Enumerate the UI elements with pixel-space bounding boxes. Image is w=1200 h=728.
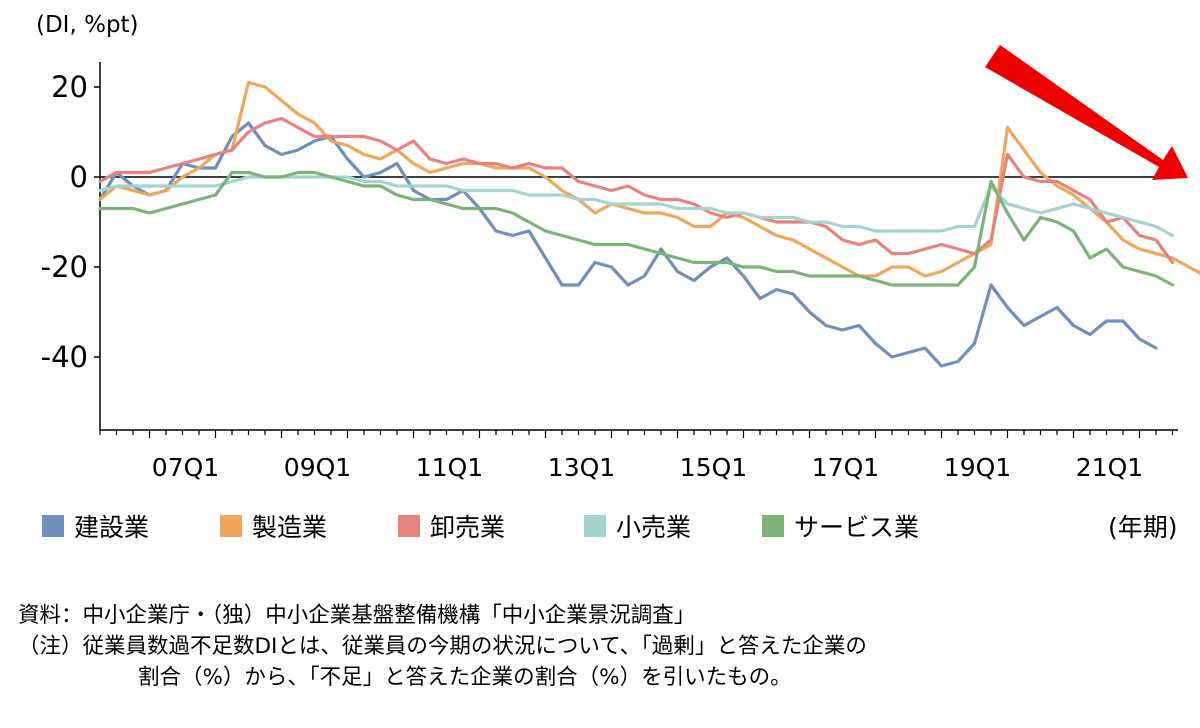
- x-tick-label: 13Q1: [548, 453, 615, 482]
- x-tick-label: 17Q1: [812, 453, 879, 482]
- legend-label: 小売業: [616, 513, 692, 542]
- series-layer: [98, 80, 1200, 368]
- x-tick-label: 07Q1: [152, 453, 219, 482]
- x-axis-unit: (年期): [1108, 513, 1178, 542]
- chart-axes: 20 0 -20 -40 07Q1 09Q1 11Q1 13Q1 15Q1 17Q1 19Q1 21Q…: [41, 62, 1178, 482]
- y-tick-label: 20: [51, 70, 88, 104]
- legend-label: 建設業: [74, 513, 150, 542]
- definition-note-line2: 割合（%）から、「不足」と答えた企業の割合（%）を引いたもの。: [138, 665, 792, 690]
- legend-item-retail: 小売業: [584, 508, 691, 544]
- trend-arrow: [985, 45, 1188, 180]
- legend-item-service: サービス業: [762, 508, 919, 544]
- y-tick-label: 0: [70, 160, 88, 194]
- x-tick-label: 15Q1: [680, 453, 747, 482]
- y-axis-unit: (DI, %pt): [36, 12, 139, 38]
- chart-area: 20 0 -20 -40 07Q1 09Q1 11Q1 13Q1 15Q1 17Q1 19Q1 21Q…: [41, 45, 1200, 482]
- x-tick-label: 11Q1: [416, 453, 483, 482]
- series-line-1: [98, 80, 1200, 278]
- legend-label: サービス業: [794, 513, 920, 542]
- footnotes: 資料：中小企業庁・（独）中小企業基盤整備機構「中小企業景況調査」 （注）従業員数…: [18, 600, 867, 693]
- legend-item-construction: 建設業: [42, 508, 149, 544]
- legend-swatch: [762, 515, 784, 537]
- legend-swatch: [220, 515, 242, 537]
- series-line-0: [98, 121, 1158, 368]
- source-note: 資料：中小企業庁・（独）中小企業基盤整備機構「中小企業景況調査」: [18, 603, 696, 628]
- series-line-4: [98, 170, 1175, 287]
- red-arrow-icon: [985, 45, 1188, 180]
- legend-label: 卸売業: [430, 513, 506, 542]
- legend-label: 製造業: [252, 513, 328, 542]
- definition-note-line1: （注）従業員数過不足数DIとは、従業員の今期の状況について、「過剰」と答えた企業…: [18, 634, 867, 659]
- legend-swatch: [42, 515, 64, 537]
- x-tick-label: 09Q1: [284, 453, 351, 482]
- legend-item-manufacturing: 製造業: [220, 508, 327, 544]
- legend-swatch: [398, 515, 420, 537]
- y-tick-label: -20: [41, 250, 88, 284]
- y-tick-label: -40: [41, 340, 88, 374]
- x-tick-label: 19Q1: [944, 453, 1011, 482]
- series-line-2: [98, 116, 1175, 265]
- series-line-3: [98, 175, 1175, 238]
- legend: 建設業 製造業 卸売業 小売業 サービス業: [42, 508, 1122, 544]
- x-tick-label: 21Q1: [1076, 453, 1143, 482]
- legend-swatch: [584, 515, 606, 537]
- legend-item-wholesale: 卸売業: [398, 508, 505, 544]
